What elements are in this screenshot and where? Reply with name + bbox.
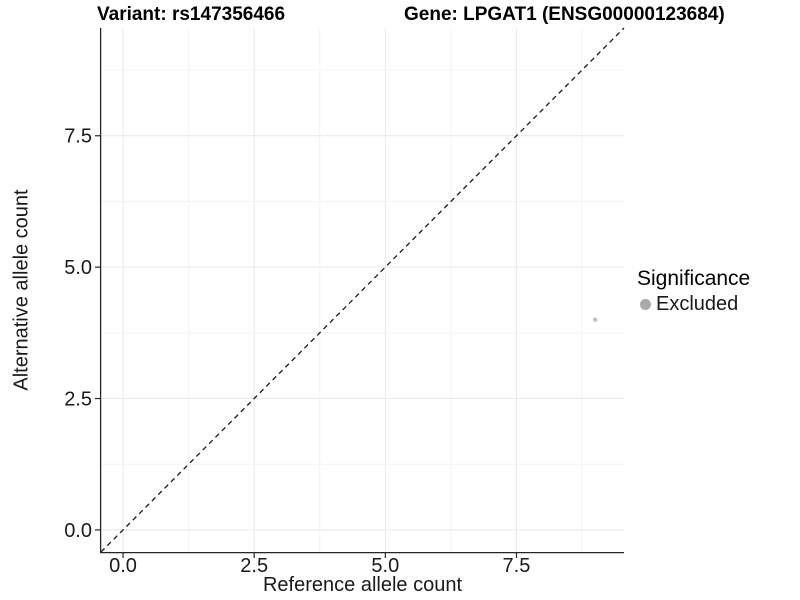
legend-entry-label: Excluded xyxy=(656,293,739,315)
data-point xyxy=(592,317,598,322)
x-tick-label: 0.0 xyxy=(109,555,137,577)
y-tick-label: 0.0 xyxy=(64,520,92,542)
x-tick-label: 5.0 xyxy=(371,555,399,577)
y-tick-label: 7.5 xyxy=(64,126,92,148)
y-tick-label: 5.0 xyxy=(64,257,92,279)
identity-dashed-line xyxy=(100,27,625,553)
plot-title-variant: Variant: rs147356466 xyxy=(97,4,286,25)
y-axis-title: Alternative allele count xyxy=(10,189,33,391)
legend: Significance Excluded xyxy=(637,267,750,316)
y-tick-label: 2.5 xyxy=(64,389,92,411)
x-tick-label: 2.5 xyxy=(240,555,268,577)
x-tick-label: 7.5 xyxy=(503,555,531,577)
legend-entry-excluded: Excluded xyxy=(637,293,750,316)
plot-title-gene: Gene: LPGAT1 (ENSG00000123684) xyxy=(404,4,725,25)
legend-title: Significance xyxy=(637,267,751,290)
x-axis-title: Reference allele count xyxy=(262,574,462,596)
legend-key-circle-icon xyxy=(640,299,651,310)
